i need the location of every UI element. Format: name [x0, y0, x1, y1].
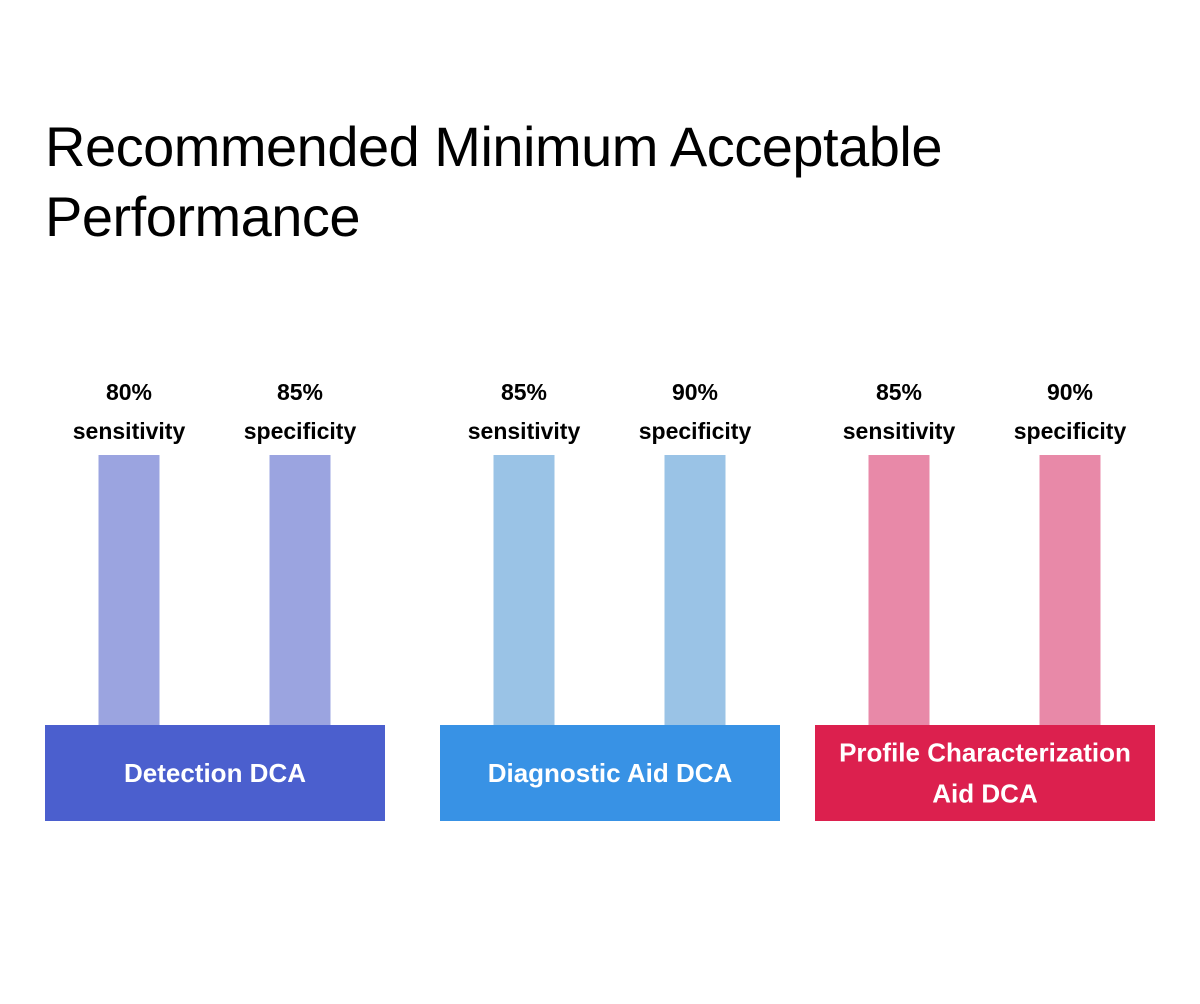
category-label: Aid DCA: [932, 779, 1038, 809]
bar-metric-label: sensitivity: [843, 418, 956, 444]
bar-specificity: [269, 455, 331, 725]
page-title-line-2: Performance: [45, 185, 361, 248]
category-label: Detection DCA: [124, 758, 306, 788]
bar-metric-label: specificity: [1014, 418, 1127, 444]
bar-metric-label: specificity: [244, 418, 357, 444]
page-title: Recommended Minimum Acceptable Performan…: [45, 112, 1045, 252]
bar-sensitivity: [493, 455, 555, 725]
bar-sensitivity: [98, 455, 160, 725]
bar-metric-label: sensitivity: [468, 418, 581, 444]
bar-metric-label: sensitivity: [73, 418, 186, 444]
bar-value-label: 90%: [672, 379, 718, 405]
bar-sensitivity: [868, 455, 930, 725]
category-base: [440, 725, 780, 821]
bar-specificity: [1039, 455, 1101, 725]
category-base: [45, 725, 385, 821]
bar-metric-label: specificity: [639, 418, 752, 444]
group-3: 85% sensitivity 90% specificity Profile Char…: [815, 379, 1155, 821]
bar-specificity: [664, 455, 726, 725]
category-base: [815, 725, 1155, 821]
bar-value-label: 90%: [1047, 379, 1093, 405]
page-title-line-1: Recommended Minimum Acceptable: [45, 115, 942, 178]
bar-value-label: 85%: [501, 379, 547, 405]
category-label: Profile Characterization: [839, 738, 1131, 768]
group-1: 80% sensitivity 85% specificity Detection DC…: [45, 379, 385, 821]
bar-value-label: 85%: [876, 379, 922, 405]
category-label: Diagnostic Aid DCA: [488, 758, 733, 788]
group-2: 85% sensitivity 90% specificity Diagnostic A…: [440, 379, 780, 821]
bar-value-label: 85%: [277, 379, 323, 405]
bar-value-label: 80%: [106, 379, 152, 405]
